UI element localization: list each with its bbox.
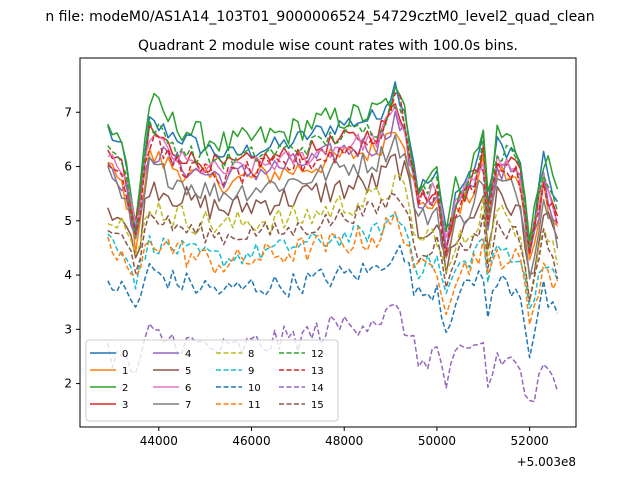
series-lines [107, 81, 559, 403]
x-offset-label: +5.003e8 [517, 455, 576, 469]
legend-label-14: 14 [311, 383, 324, 394]
legend-label-7: 7 [185, 400, 191, 411]
x-tick-label: 46000 [232, 434, 270, 448]
legend-label-4: 4 [185, 349, 191, 360]
series-line-9 [107, 213, 559, 309]
series-line-11 [107, 211, 559, 326]
series-line-15 [107, 192, 559, 303]
series-line-13 [107, 92, 559, 257]
legend-label-8: 8 [248, 349, 254, 360]
series-line-7 [107, 134, 559, 280]
series-line-8 [107, 174, 559, 302]
x-axis: 44000 46000 48000 50000 52000 [140, 427, 549, 448]
x-tick-label: 48000 [325, 434, 363, 448]
series-line-2 [107, 85, 559, 242]
legend-label-11: 11 [248, 400, 261, 411]
legend-label-15: 15 [311, 400, 324, 411]
legend-label-0: 0 [122, 349, 128, 360]
y-tick-label: 2 [64, 377, 72, 391]
x-tick-label: 50000 [418, 434, 456, 448]
series-line-10 [107, 244, 559, 359]
legend-label-6: 6 [185, 383, 191, 394]
legend-box [85, 339, 339, 422]
axes-frame [79, 57, 577, 428]
y-tick-label: 7 [64, 105, 72, 119]
legend-label-1: 1 [122, 366, 128, 377]
x-tick-label: 52000 [511, 434, 549, 448]
legend-label-12: 12 [311, 349, 324, 360]
y-axis: 2 3 4 5 6 7 [64, 105, 80, 391]
x-tick-label: 44000 [140, 434, 178, 448]
figure-suptitle: n file: modeM0/AS1A14_103T01_9000006524_… [45, 9, 594, 25]
legend-label-2: 2 [122, 383, 128, 394]
legend-label-3: 3 [122, 400, 128, 411]
y-tick-label: 5 [64, 214, 72, 228]
axes-title: Quadrant 2 module wise count rates with … [138, 38, 518, 54]
y-tick-label: 6 [64, 160, 72, 174]
series-line-3 [107, 103, 559, 255]
series-line-6 [107, 106, 559, 253]
series-line-5 [107, 153, 559, 276]
legend-label-10: 10 [248, 383, 261, 394]
legend-label-13: 13 [311, 366, 324, 377]
y-tick-label: 4 [64, 268, 72, 282]
series-line-12 [107, 101, 559, 250]
legend-label-9: 9 [248, 366, 254, 377]
legend-label-5: 5 [185, 366, 191, 377]
y-tick-label: 3 [64, 322, 72, 336]
